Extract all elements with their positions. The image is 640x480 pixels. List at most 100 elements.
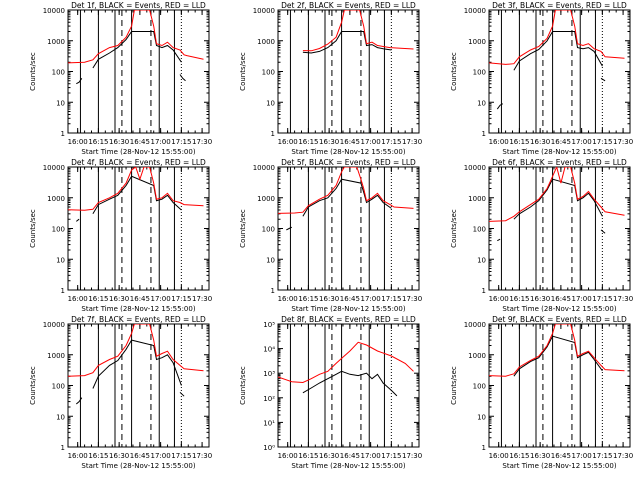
panel-9: 1 10 100 1000 10000 16:00 16:15 16:30 16:45 17:00… — [450, 315, 633, 470]
x-tick-label: 16:15 — [509, 452, 529, 460]
panel-6: 1 10 100 1000 10000 16:00 16:15 16:30 16:45 17:00… — [450, 158, 633, 313]
events-post-segment — [600, 77, 606, 82]
panel-frame — [67, 9, 210, 134]
events-series-line — [513, 335, 603, 377]
y-tick-label: 10⁰ — [263, 444, 275, 452]
lld-series-line — [278, 167, 414, 214]
y-axis-label: Counts/sec — [29, 52, 37, 91]
x-tick-label: 16:30 — [530, 452, 550, 460]
x-tick-label: 17:00 — [572, 452, 592, 460]
y-tick-label: 10 — [56, 99, 65, 107]
panel-4: 1 10 100 1000 10000 16:00 16:15 16:30 16:45 17:00… — [29, 158, 212, 313]
events-pre-segment — [75, 397, 83, 405]
y-tick-label: 10³ — [263, 370, 275, 378]
y-tick-label: 1000 — [257, 195, 275, 203]
y-tick-label: 10 — [477, 256, 486, 264]
x-tick-label: 17:30 — [613, 452, 633, 460]
y-tick-label: 10000 — [464, 321, 486, 329]
x-tick-label: 17:00 — [361, 452, 381, 460]
y-tick-label: 10000 — [43, 321, 65, 329]
events-series-line — [92, 31, 182, 69]
x-tick-label: 16:15 — [88, 138, 108, 146]
panel-frame — [488, 166, 631, 291]
x-tick-label: 17:15 — [592, 138, 612, 146]
y-tick-label: 100 — [52, 383, 65, 391]
x-tick-label: 16:30 — [319, 452, 339, 460]
y-tick-label: 10 — [477, 413, 486, 421]
x-tick-label: 16:15 — [298, 295, 318, 303]
x-tick-label: 17:30 — [402, 452, 422, 460]
x-tick-label: 16:30 — [319, 138, 339, 146]
panel-title: Det 8f, BLACK = Events, RED = LLD — [281, 315, 416, 324]
x-axis-label: Start Time (28-Nov-12 15:55:00) — [81, 462, 195, 470]
x-tick-label: 17:30 — [402, 295, 422, 303]
x-tick-label: 16:30 — [530, 138, 550, 146]
y-tick-label: 10000 — [464, 7, 486, 15]
x-tick-label: 17:00 — [151, 138, 171, 146]
y-tick-label: 10 — [477, 99, 486, 107]
x-axis-label: Start Time (28-Nov-12 15:55:00) — [81, 305, 195, 313]
x-tick-label: 17:30 — [192, 295, 212, 303]
x-axis-label: Start Time (28-Nov-12 15:55:00) — [81, 148, 195, 156]
y-tick-label: 1 — [61, 444, 65, 452]
y-tick-label: 1 — [61, 130, 65, 138]
panel-7: 1 10 100 1000 10000 16:00 16:15 16:30 16:45 17:00… — [29, 315, 212, 470]
y-tick-label: 100 — [52, 69, 65, 77]
x-tick-label: 17:30 — [613, 138, 633, 146]
events-series-line — [513, 178, 603, 220]
x-tick-label: 16:00 — [278, 138, 298, 146]
panel-frame — [277, 166, 420, 291]
x-axis-label: Start Time (28-Nov-12 15:55:00) — [502, 462, 616, 470]
x-tick-label: 17:15 — [592, 452, 612, 460]
y-tick-label: 10¹ — [263, 419, 275, 427]
y-tick-label: 1000 — [468, 352, 486, 360]
x-tick-label: 16:45 — [551, 452, 571, 460]
x-tick-label: 16:00 — [68, 295, 88, 303]
x-tick-label: 16:30 — [109, 138, 129, 146]
y-tick-label: 10 — [56, 256, 65, 264]
x-tick-label: 17:15 — [592, 295, 612, 303]
y-tick-label: 10000 — [43, 164, 65, 172]
panel-frame — [488, 9, 631, 134]
panel-3: 1 10 100 1000 10000 16:00 16:15 16:30 16:45 17:00… — [450, 1, 633, 156]
panel-series — [489, 10, 625, 110]
x-tick-label: 17:30 — [613, 295, 633, 303]
panel-frame — [67, 166, 210, 291]
panel-series — [68, 10, 204, 85]
y-tick-label: 1 — [482, 287, 486, 295]
x-tick-label: 17:15 — [381, 295, 401, 303]
panel-1: 1 10 100 1000 10000 16:00 16:15 16:30 16:45 17:00… — [29, 1, 212, 156]
x-axis-label: Start Time (28-Nov-12 15:55:00) — [291, 148, 405, 156]
x-tick-label: 17:30 — [192, 138, 212, 146]
panel-series — [278, 341, 414, 397]
y-tick-label: 10⁴ — [263, 346, 275, 354]
x-tick-label: 16:30 — [319, 295, 339, 303]
x-tick-label: 17:00 — [361, 295, 381, 303]
x-tick-label: 16:00 — [489, 452, 509, 460]
x-tick-label: 17:00 — [151, 452, 171, 460]
lld-series-line — [489, 167, 625, 222]
panel-series — [68, 324, 204, 405]
y-axis-label: Counts/sec — [239, 52, 247, 91]
x-axis-label: Start Time (28-Nov-12 15:55:00) — [291, 462, 405, 470]
x-tick-label: 16:00 — [489, 138, 509, 146]
panel-frame — [67, 323, 210, 448]
events-series-line — [302, 31, 392, 54]
events-series-line — [302, 178, 392, 217]
events-post-segment — [179, 74, 186, 82]
x-tick-label: 16:30 — [530, 295, 550, 303]
panel-series — [302, 10, 414, 54]
y-tick-label: 1 — [271, 130, 275, 138]
x-tick-label: 17:00 — [361, 138, 381, 146]
panel-frame — [277, 323, 420, 448]
y-tick-label: 1000 — [468, 38, 486, 46]
x-tick-label: 16:15 — [509, 295, 529, 303]
x-axis-label: Start Time (28-Nov-12 15:55:00) — [502, 148, 616, 156]
x-axis-label: Start Time (28-Nov-12 15:55:00) — [291, 305, 405, 313]
events-pre-segment — [286, 226, 293, 231]
x-tick-label: 16:15 — [298, 138, 318, 146]
lld-series-line — [278, 341, 414, 384]
y-axis-label: Counts/sec — [450, 209, 458, 248]
